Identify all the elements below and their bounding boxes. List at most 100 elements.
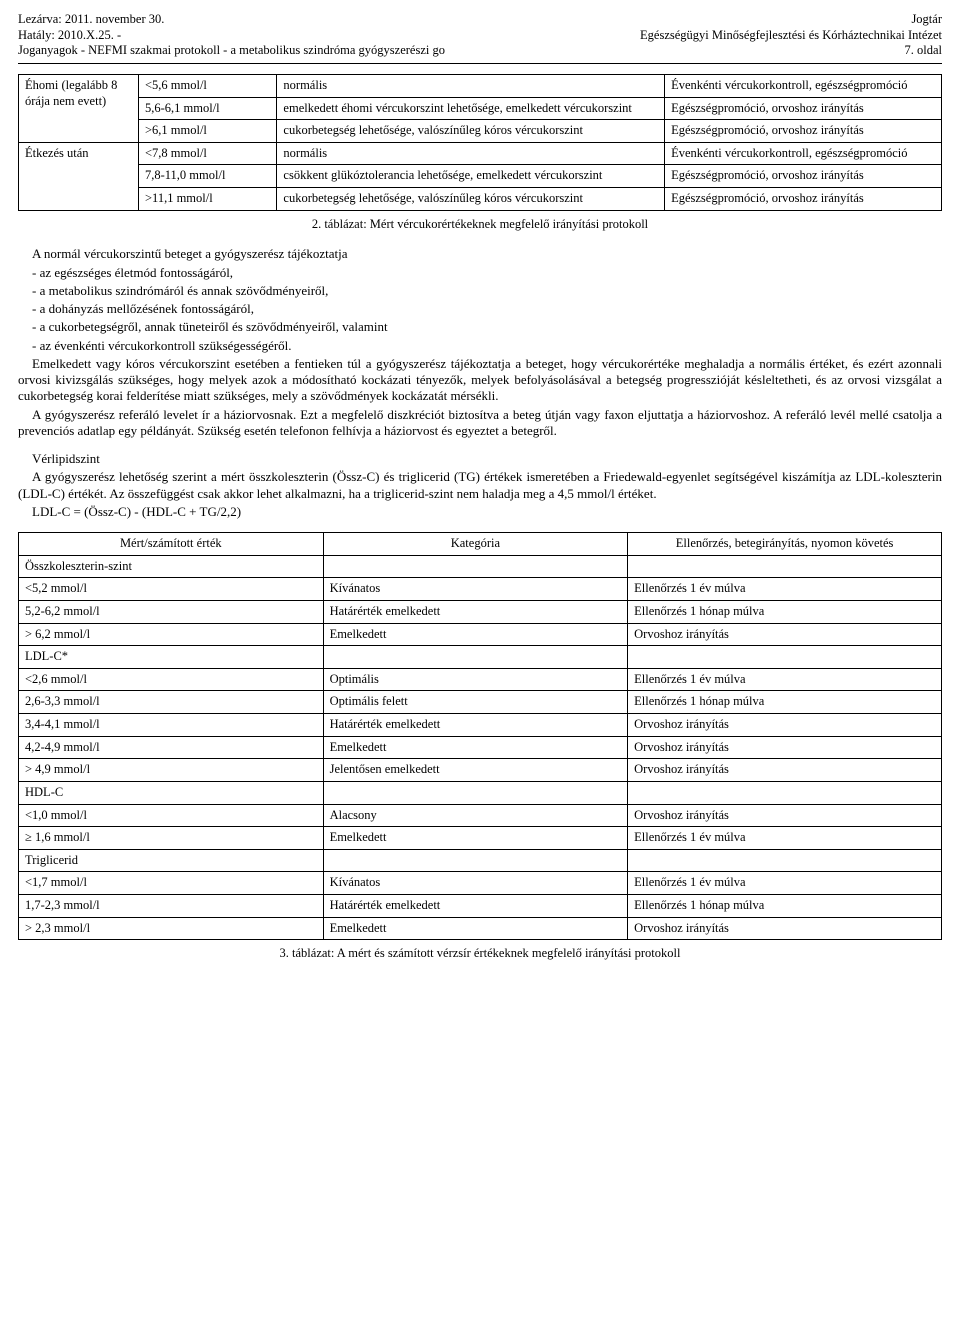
table1-caption: 2. táblázat: Mért vércukorértékeknek meg… [18, 217, 942, 233]
empty-cell [628, 849, 942, 872]
cell-action: Egészségpromóció, orvoshoz irányítás [665, 97, 942, 120]
intro-line: A normál vércukorszintű beteget a gyógys… [18, 246, 942, 262]
cell-category: csökkent glükóztolerancia lehetősége, em… [277, 165, 665, 188]
cell-action: Egészségpromóció, orvoshoz irányítás [665, 188, 942, 211]
cell-value: ≥ 1,6 mmol/l [19, 827, 324, 850]
table2-caption: 3. táblázat: A mért és számított vérzsír… [18, 946, 942, 962]
cell-action: Ellenőrzés 1 év múlva [628, 827, 942, 850]
cell-category: Optimális felett [323, 691, 628, 714]
bullet-4: - a cukorbetegségről, annak tüneteiről é… [32, 319, 942, 335]
cell-action: Orvoshoz irányítás [628, 804, 942, 827]
table-row: >6,1 mmol/lcukorbetegség lehetősége, val… [19, 120, 942, 143]
table-row: <2,6 mmol/lOptimálisEllenőrzés 1 év múlv… [19, 668, 942, 691]
lipid-formula: LDL-C = (Össz-C) - (HDL-C + TG/2,2) [18, 504, 942, 520]
section-title-cell: LDL-C* [19, 646, 324, 669]
cell-category: Határérték emelkedett [323, 895, 628, 918]
cell-category: Jelentősen emelkedett [323, 759, 628, 782]
table-row: 2,6-3,3 mmol/lOptimális felettEllenőrzés… [19, 691, 942, 714]
cell-action: Egészségpromóció, orvoshoz irányítás [665, 165, 942, 188]
cell-category: cukorbetegség lehetősége, valószínűleg k… [277, 188, 665, 211]
section-title-row: Triglicerid [19, 849, 942, 872]
table-row: 5,6-6,1 mmol/lemelkedett éhomi vércukors… [19, 97, 942, 120]
cell-category: Alacsony [323, 804, 628, 827]
empty-cell [628, 555, 942, 578]
cell-category: normális [277, 142, 665, 165]
table-row: <1,0 mmol/lAlacsonyOrvoshoz irányítás [19, 804, 942, 827]
table-row: 3,4-4,1 mmol/lHatárérték emelkedettOrvos… [19, 714, 942, 737]
cell-value: 4,2-4,9 mmol/l [19, 736, 324, 759]
lipid-header-action: Ellenőrzés, betegirányítás, nyomon követ… [628, 533, 942, 556]
cell-value: <1,0 mmol/l [19, 804, 324, 827]
paragraph-elevated: Emelkedett vagy kóros vércukorszint eset… [18, 356, 942, 405]
cell-category: Kívánatos [323, 578, 628, 601]
lipid-table-header-row: Mért/számított érték Kategória Ellenőrzé… [19, 533, 942, 556]
table-row: > 2,3 mmol/lEmelkedettOrvoshoz irányítás [19, 917, 942, 940]
cell-value: 1,7-2,3 mmol/l [19, 895, 324, 918]
header-closed-date: Lezárva: 2011. november 30. [18, 12, 445, 28]
cell-category: Emelkedett [323, 623, 628, 646]
bullet-3: - a dohányzás mellőzésének fontosságáról… [32, 301, 942, 317]
empty-cell [628, 781, 942, 804]
cell-value: 3,4-4,1 mmol/l [19, 714, 324, 737]
empty-cell [628, 646, 942, 669]
row-group-label: Éhomi (legalább 8 órája nem evett) [19, 74, 139, 142]
cell-value: 5,2-6,2 mmol/l [19, 600, 324, 623]
cell-category: Kívánatos [323, 872, 628, 895]
cell-action: Ellenőrzés 1 év múlva [628, 578, 942, 601]
cell-action: Ellenőrzés 1 hónap múlva [628, 600, 942, 623]
header-left: Lezárva: 2011. november 30. Hatály: 2010… [18, 12, 445, 59]
header-doc-title: Joganyagok - NEFMI szakmai protokoll - a… [18, 43, 445, 59]
section-title-row: LDL-C* [19, 646, 942, 669]
row-group-label: Étkezés után [19, 142, 139, 210]
cell-value: <5,6 mmol/l [138, 74, 276, 97]
table-row: 1,7-2,3 mmol/lHatárérték emelkedettEllen… [19, 895, 942, 918]
cell-action: Évenkénti vércukorkontroll, egészségprom… [665, 142, 942, 165]
cell-value: <1,7 mmol/l [19, 872, 324, 895]
header-rule [18, 63, 942, 64]
table-row: Éhomi (legalább 8 órája nem evett)<5,6 m… [19, 74, 942, 97]
cell-category: Emelkedett [323, 736, 628, 759]
empty-cell [323, 849, 628, 872]
table-row: 4,2-4,9 mmol/lEmelkedettOrvoshoz irányít… [19, 736, 942, 759]
cell-value: <5,2 mmol/l [19, 578, 324, 601]
cell-category: Határérték emelkedett [323, 600, 628, 623]
cell-value: >6,1 mmol/l [138, 120, 276, 143]
section-title-row: Összkoleszterin-szint [19, 555, 942, 578]
empty-cell [323, 781, 628, 804]
cell-value: 2,6-3,3 mmol/l [19, 691, 324, 714]
cell-category: Emelkedett [323, 917, 628, 940]
lipid-paragraph: A gyógyszerész lehetőség szerint a mért … [18, 469, 942, 502]
bullet-2: - a metabolikus szindrómáról és annak sz… [32, 283, 942, 299]
page-header: Lezárva: 2011. november 30. Hatály: 2010… [18, 12, 942, 59]
table-row: > 6,2 mmol/lEmelkedettOrvoshoz irányítás [19, 623, 942, 646]
header-source: Jogtár [640, 12, 942, 28]
section-title-cell: Triglicerid [19, 849, 324, 872]
body-section-1: A normál vércukorszintű beteget a gyógys… [18, 246, 942, 439]
table-row: ≥ 1,6 mmol/lEmelkedettEllenőrzés 1 év mú… [19, 827, 942, 850]
section-title-cell: Összkoleszterin-szint [19, 555, 324, 578]
cell-value: <2,6 mmol/l [19, 668, 324, 691]
header-right: Jogtár Egészségügyi Minőségfejlesztési é… [640, 12, 942, 59]
lipid-header-value: Mért/számított érték [19, 533, 324, 556]
table-row: <5,2 mmol/lKívánatosEllenőrzés 1 év múlv… [19, 578, 942, 601]
table-row: Étkezés után<7,8 mmol/lnormálisÉvenkénti… [19, 142, 942, 165]
table-row: > 4,9 mmol/lJelentősen emelkedettOrvosho… [19, 759, 942, 782]
header-institute: Egészségügyi Minőségfejlesztési és Kórhá… [640, 28, 942, 44]
cell-value: 5,6-6,1 mmol/l [138, 97, 276, 120]
lipid-heading: Vérlipidszint [18, 451, 942, 467]
table-row: >11,1 mmol/lcukorbetegség lehetősége, va… [19, 188, 942, 211]
lipid-table: Mért/számított érték Kategória Ellenőrzé… [18, 532, 942, 940]
cell-value: > 6,2 mmol/l [19, 623, 324, 646]
blood-sugar-table: Éhomi (legalább 8 órája nem evett)<5,6 m… [18, 74, 942, 211]
cell-value: >11,1 mmol/l [138, 188, 276, 211]
body-section-2: Vérlipidszint A gyógyszerész lehetőség s… [18, 451, 942, 520]
cell-action: Ellenőrzés 1 hónap múlva [628, 691, 942, 714]
cell-category: Emelkedett [323, 827, 628, 850]
table-row: <1,7 mmol/lKívánatosEllenőrzés 1 év múlv… [19, 872, 942, 895]
cell-action: Ellenőrzés 1 év múlva [628, 872, 942, 895]
cell-action: Ellenőrzés 1 év múlva [628, 668, 942, 691]
cell-value: > 2,3 mmol/l [19, 917, 324, 940]
bullet-5: - az évenkénti vércukorkontroll szüksége… [32, 338, 942, 354]
cell-category: normális [277, 74, 665, 97]
empty-cell [323, 646, 628, 669]
